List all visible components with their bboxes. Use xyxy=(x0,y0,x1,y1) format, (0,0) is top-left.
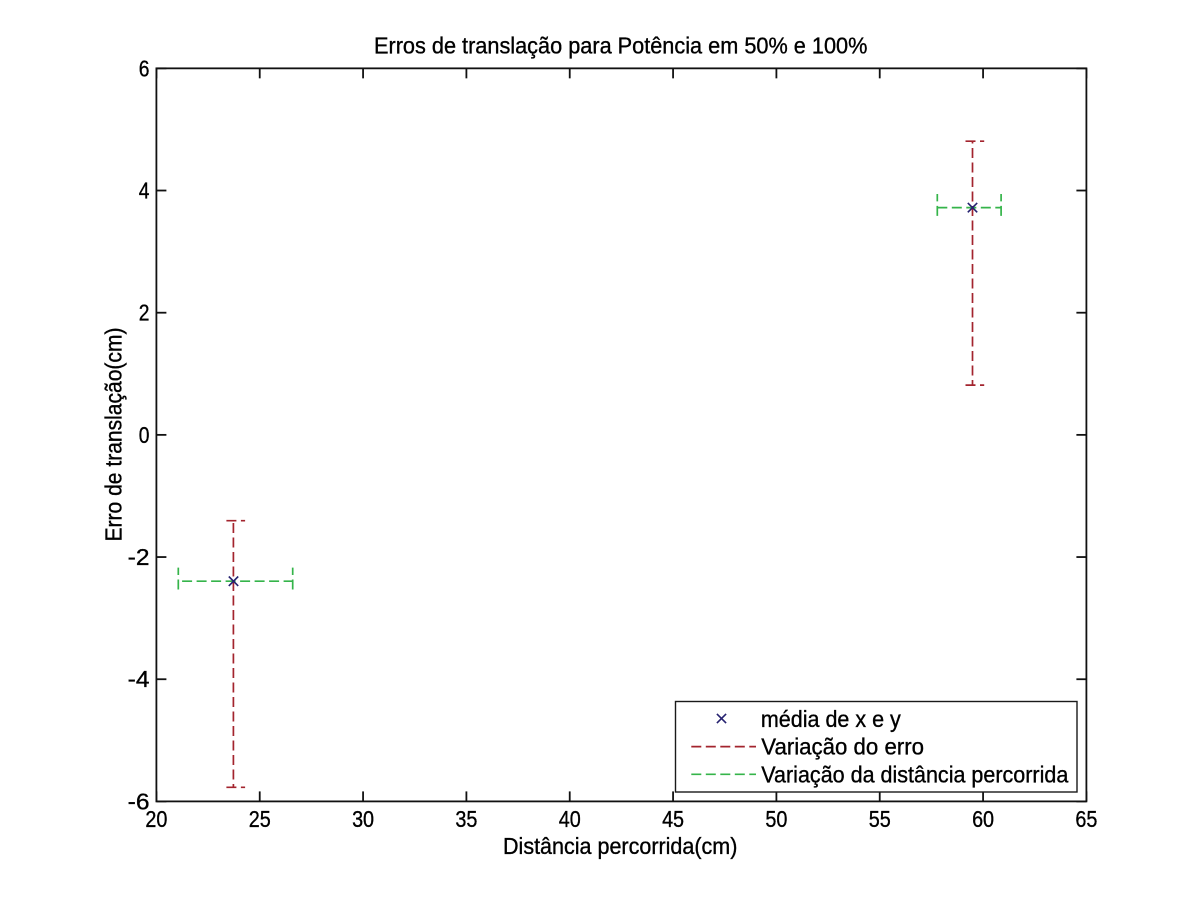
svg-text:65: 65 xyxy=(1075,806,1097,832)
svg-text:média de x e y: média de x e y xyxy=(761,706,901,732)
svg-text:2: 2 xyxy=(139,300,150,326)
svg-text:50: 50 xyxy=(765,806,787,832)
svg-text:-6: -6 xyxy=(128,788,150,814)
svg-text:-2: -2 xyxy=(128,544,150,570)
svg-text:-4: -4 xyxy=(128,666,150,692)
svg-text:Distância percorrida(cm): Distância percorrida(cm) xyxy=(503,833,737,859)
svg-text:55: 55 xyxy=(869,806,891,832)
svg-text:Variação do erro: Variação do erro xyxy=(761,734,924,760)
svg-text:60: 60 xyxy=(972,806,994,832)
svg-text:0: 0 xyxy=(139,422,150,448)
svg-text:6: 6 xyxy=(139,55,150,81)
svg-text:20: 20 xyxy=(145,806,167,832)
svg-text:35: 35 xyxy=(455,806,477,832)
svg-text:25: 25 xyxy=(249,806,271,832)
svg-text:45: 45 xyxy=(662,806,684,832)
svg-text:Erro de translação(cm): Erro de translação(cm) xyxy=(101,328,127,542)
svg-text:Erros de translação para Potên: Erros de translação para Potência em 50%… xyxy=(374,32,867,58)
svg-text:40: 40 xyxy=(559,806,581,832)
svg-text:30: 30 xyxy=(352,806,374,832)
svg-text:Variação da distância percorri: Variação da distância percorrida xyxy=(761,761,1068,787)
svg-text:4: 4 xyxy=(139,178,150,204)
